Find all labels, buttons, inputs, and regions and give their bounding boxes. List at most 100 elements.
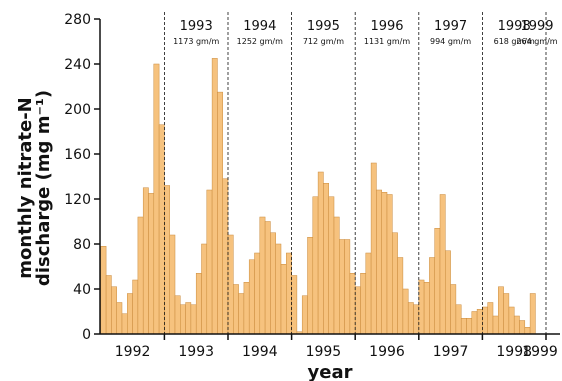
bar — [148, 193, 155, 335]
bar — [370, 162, 377, 335]
annotation-year: 1998 — [498, 19, 531, 34]
bar — [450, 284, 457, 335]
bar — [259, 216, 266, 335]
bar — [513, 315, 520, 335]
bar — [312, 196, 319, 335]
bar — [344, 239, 351, 335]
bar — [455, 304, 462, 335]
annotation-total: 712 gm/m — [303, 37, 344, 46]
bar — [238, 293, 245, 335]
annual-totals: 1993 1173 gm/m 1994 1252 gm/m 1995 712 gm/m 19… — [173, 19, 558, 46]
y-tick-label: 280 — [64, 12, 91, 28]
bar — [280, 264, 287, 335]
bar — [482, 306, 488, 335]
bars-group — [100, 58, 536, 335]
y-tick-label: 240 — [64, 57, 91, 73]
bar — [402, 288, 409, 335]
annotation-total: 618 gm/m — [494, 37, 535, 46]
bar — [445, 250, 451, 335]
bar — [333, 216, 340, 335]
bar — [195, 273, 202, 335]
year-dividers — [163, 12, 547, 334]
bar — [233, 284, 239, 335]
bar — [460, 318, 467, 335]
bar — [153, 63, 160, 335]
bar — [317, 171, 324, 335]
bar — [132, 279, 139, 335]
bar — [508, 306, 515, 335]
bar — [492, 315, 499, 335]
year-tick-label: 1998 — [496, 344, 532, 360]
bar — [227, 234, 234, 335]
bar — [434, 228, 441, 335]
bar — [339, 239, 345, 335]
year-tick-label: 1994 — [242, 344, 278, 360]
bar — [222, 178, 229, 335]
y-tick-label: 120 — [64, 192, 91, 208]
annotation-total: 1173 gm/m — [173, 37, 219, 46]
bar — [206, 189, 213, 335]
year-tick-label: 1997 — [433, 344, 469, 360]
annotation-year: 1996 — [370, 19, 403, 34]
axes-group — [99, 19, 560, 335]
bar — [307, 237, 314, 335]
bar — [291, 275, 298, 335]
y-tick-label: 40 — [73, 282, 91, 298]
annotation-year: 1999 — [520, 19, 553, 34]
bar — [100, 246, 107, 335]
bar — [121, 313, 128, 335]
bar — [137, 216, 144, 335]
y-axis-title-line2: discharge (mg m⁻¹) — [33, 90, 54, 286]
bar — [270, 232, 276, 335]
bar — [413, 304, 420, 335]
year-tick-label: 1993 — [178, 344, 214, 360]
bar — [264, 221, 271, 335]
bar — [323, 183, 329, 335]
annotation-year: 1994 — [243, 19, 276, 34]
bar — [365, 252, 372, 335]
bar — [158, 124, 165, 335]
bar — [174, 295, 181, 335]
bar — [503, 293, 510, 335]
bar — [105, 275, 112, 335]
y-ticks: 0 40 80 120 160 200 240 280 — [64, 12, 100, 343]
bar — [185, 302, 192, 335]
y-tick-label: 160 — [64, 147, 91, 163]
bar — [354, 286, 361, 335]
annotation-total: 264 gm/m — [516, 37, 557, 46]
bar — [529, 293, 536, 335]
year-tick-label: 1995 — [306, 344, 342, 360]
bar — [397, 257, 404, 335]
year-tick-label: 1992 — [115, 344, 151, 360]
bar — [217, 91, 223, 335]
bar — [254, 252, 261, 335]
bar — [360, 273, 367, 335]
bar — [429, 257, 435, 335]
bar — [381, 192, 388, 335]
bar — [392, 232, 398, 335]
bar — [418, 279, 425, 335]
bar — [487, 302, 494, 335]
y-axis-title-line1: monthly nitrate-N — [15, 97, 36, 279]
bar — [376, 189, 382, 335]
bar — [190, 304, 197, 335]
bar — [243, 282, 250, 335]
bar — [201, 243, 208, 335]
bar — [519, 320, 526, 335]
year-tick-label: 1999 — [522, 344, 558, 360]
bar — [349, 273, 356, 335]
bar — [248, 259, 255, 335]
bar — [423, 282, 430, 335]
annotation-total: 1252 gm/m — [237, 37, 283, 46]
bar — [116, 302, 123, 335]
y-tick-label: 0 — [82, 327, 91, 343]
y-tick-label: 80 — [73, 237, 91, 253]
bar — [164, 185, 170, 335]
bar — [524, 327, 531, 335]
bar — [180, 304, 186, 335]
bar — [275, 243, 282, 335]
bar — [386, 194, 393, 335]
bar — [127, 293, 133, 335]
